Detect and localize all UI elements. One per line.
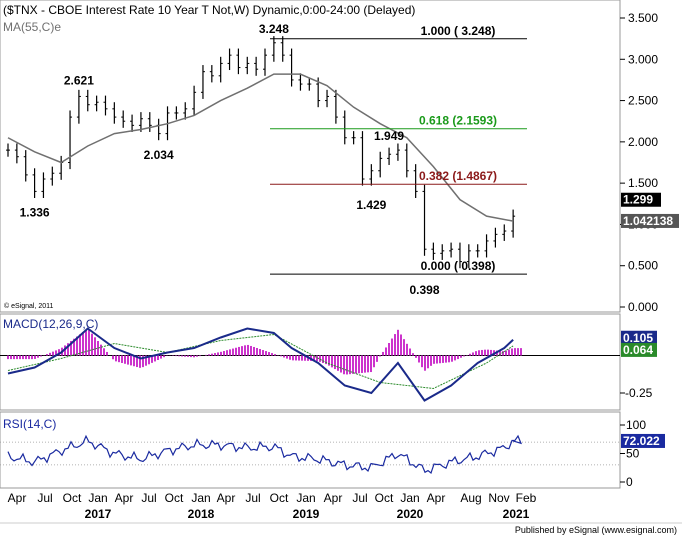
x-month-label: Jan (296, 491, 315, 505)
x-month-label: Apr (427, 491, 446, 505)
fib-level-label: 0.000 ( 0.398) (421, 259, 496, 273)
price-last-label: 1.042138 (623, 214, 673, 228)
x-month-label: Feb (516, 491, 537, 505)
x-month-label: Oct (270, 491, 289, 505)
macd-line (7, 327, 514, 402)
footer-text: Published by eSignal (www.esignal.com) (515, 525, 677, 535)
x-year-label: 2017 (85, 507, 112, 521)
fib-level-label: 0.618 (2.1593) (419, 114, 497, 128)
price-annotation: 1.429 (356, 198, 386, 212)
price-annotation: 2.034 (144, 148, 174, 162)
macd-signal-line (7, 333, 514, 390)
x-year-label: 2019 (293, 507, 320, 521)
price-annotation: 1.949 (374, 129, 404, 143)
macd-label: MACD(12,26,9,C) (3, 317, 98, 331)
price-panel: ($TNX - CBOE Interest Rate 10 Year T Not… (0, 0, 679, 314)
price-y-tick-label: 0.500 (628, 259, 658, 273)
price-annotation: 2.621 (64, 74, 94, 88)
price-last-label-bg (621, 192, 661, 207)
price-annotation: 1.336 (20, 206, 50, 220)
rsi-last-label-bg (621, 433, 665, 448)
rsi-label: RSI(14,C) (3, 417, 56, 431)
fib-level-label: 1.000 ( 3.248) (421, 24, 496, 38)
x-month-label: Jul (37, 491, 52, 505)
rsi-last-label: 72.022 (623, 434, 660, 448)
macd-last-label-bg (621, 342, 657, 357)
x-month-label: Jan (400, 491, 419, 505)
x-month-label: Jul (141, 491, 156, 505)
ma-line (7, 73, 514, 222)
rsi-y-tick-label: 100 (626, 418, 646, 432)
x-month-label: Jan (88, 491, 107, 505)
x-month-label: Oct (63, 491, 82, 505)
price-y-tick-label: 3.000 (628, 52, 658, 66)
price-last-label-bg (621, 213, 679, 228)
x-year-label: 2020 (397, 507, 424, 521)
x-month-label: Apr (217, 491, 236, 505)
rsi-y-tick-label: 50 (626, 447, 640, 461)
rsi-y-tick-label: 0 (626, 475, 633, 489)
price-y-tick-label: 2.000 (628, 135, 658, 149)
macd-last-label: 0.064 (623, 343, 653, 357)
copyright-text: © eSignal, 2011 (4, 302, 54, 310)
rsi-panel: RSI(14,C) 100 50 0 72.022 (0, 411, 665, 489)
x-month-label: Jul (352, 491, 367, 505)
fib-level-label: 0.382 (1.4867) (419, 169, 497, 183)
ma-label: MA(55,C)e (3, 20, 61, 34)
x-month-label: Nov (488, 491, 509, 505)
macd-last-label-bg (621, 330, 657, 345)
x-year-label: 2018 (188, 507, 215, 521)
price-y-tick-label: 3.500 (628, 11, 658, 25)
x-month-label: Aug (460, 491, 481, 505)
macd-y-tick-label: -0.25 (625, 386, 653, 400)
x-month-label: Jan (191, 491, 210, 505)
x-month-label: Apr (8, 491, 27, 505)
price-annotation: 0.398 (410, 283, 440, 297)
price-annotation: 3.248 (259, 22, 289, 36)
x-month-label: Apr (324, 491, 343, 505)
price-y-tick-label: 2.500 (628, 94, 658, 108)
price-y-tick-label: 1.500 (628, 176, 658, 190)
macd-last-label: 0.105 (623, 331, 653, 345)
chart-title: ($TNX - CBOE Interest Rate 10 Year T Not… (3, 3, 415, 17)
rsi-line (7, 434, 523, 475)
x-month-label: Oct (165, 491, 184, 505)
x-month-label: Oct (375, 491, 394, 505)
x-year-label: 2021 (503, 507, 530, 521)
price-last-label: 1.299 (623, 193, 653, 207)
x-axis: Apr Jul Oct Jan Apr Jul Oct Jan Apr Jul Oct Jan Apr J… (8, 491, 537, 521)
x-month-label: Apr (115, 491, 134, 505)
x-month-label: Jul (245, 491, 260, 505)
price-y-tick-label: 0.000 (628, 300, 658, 314)
